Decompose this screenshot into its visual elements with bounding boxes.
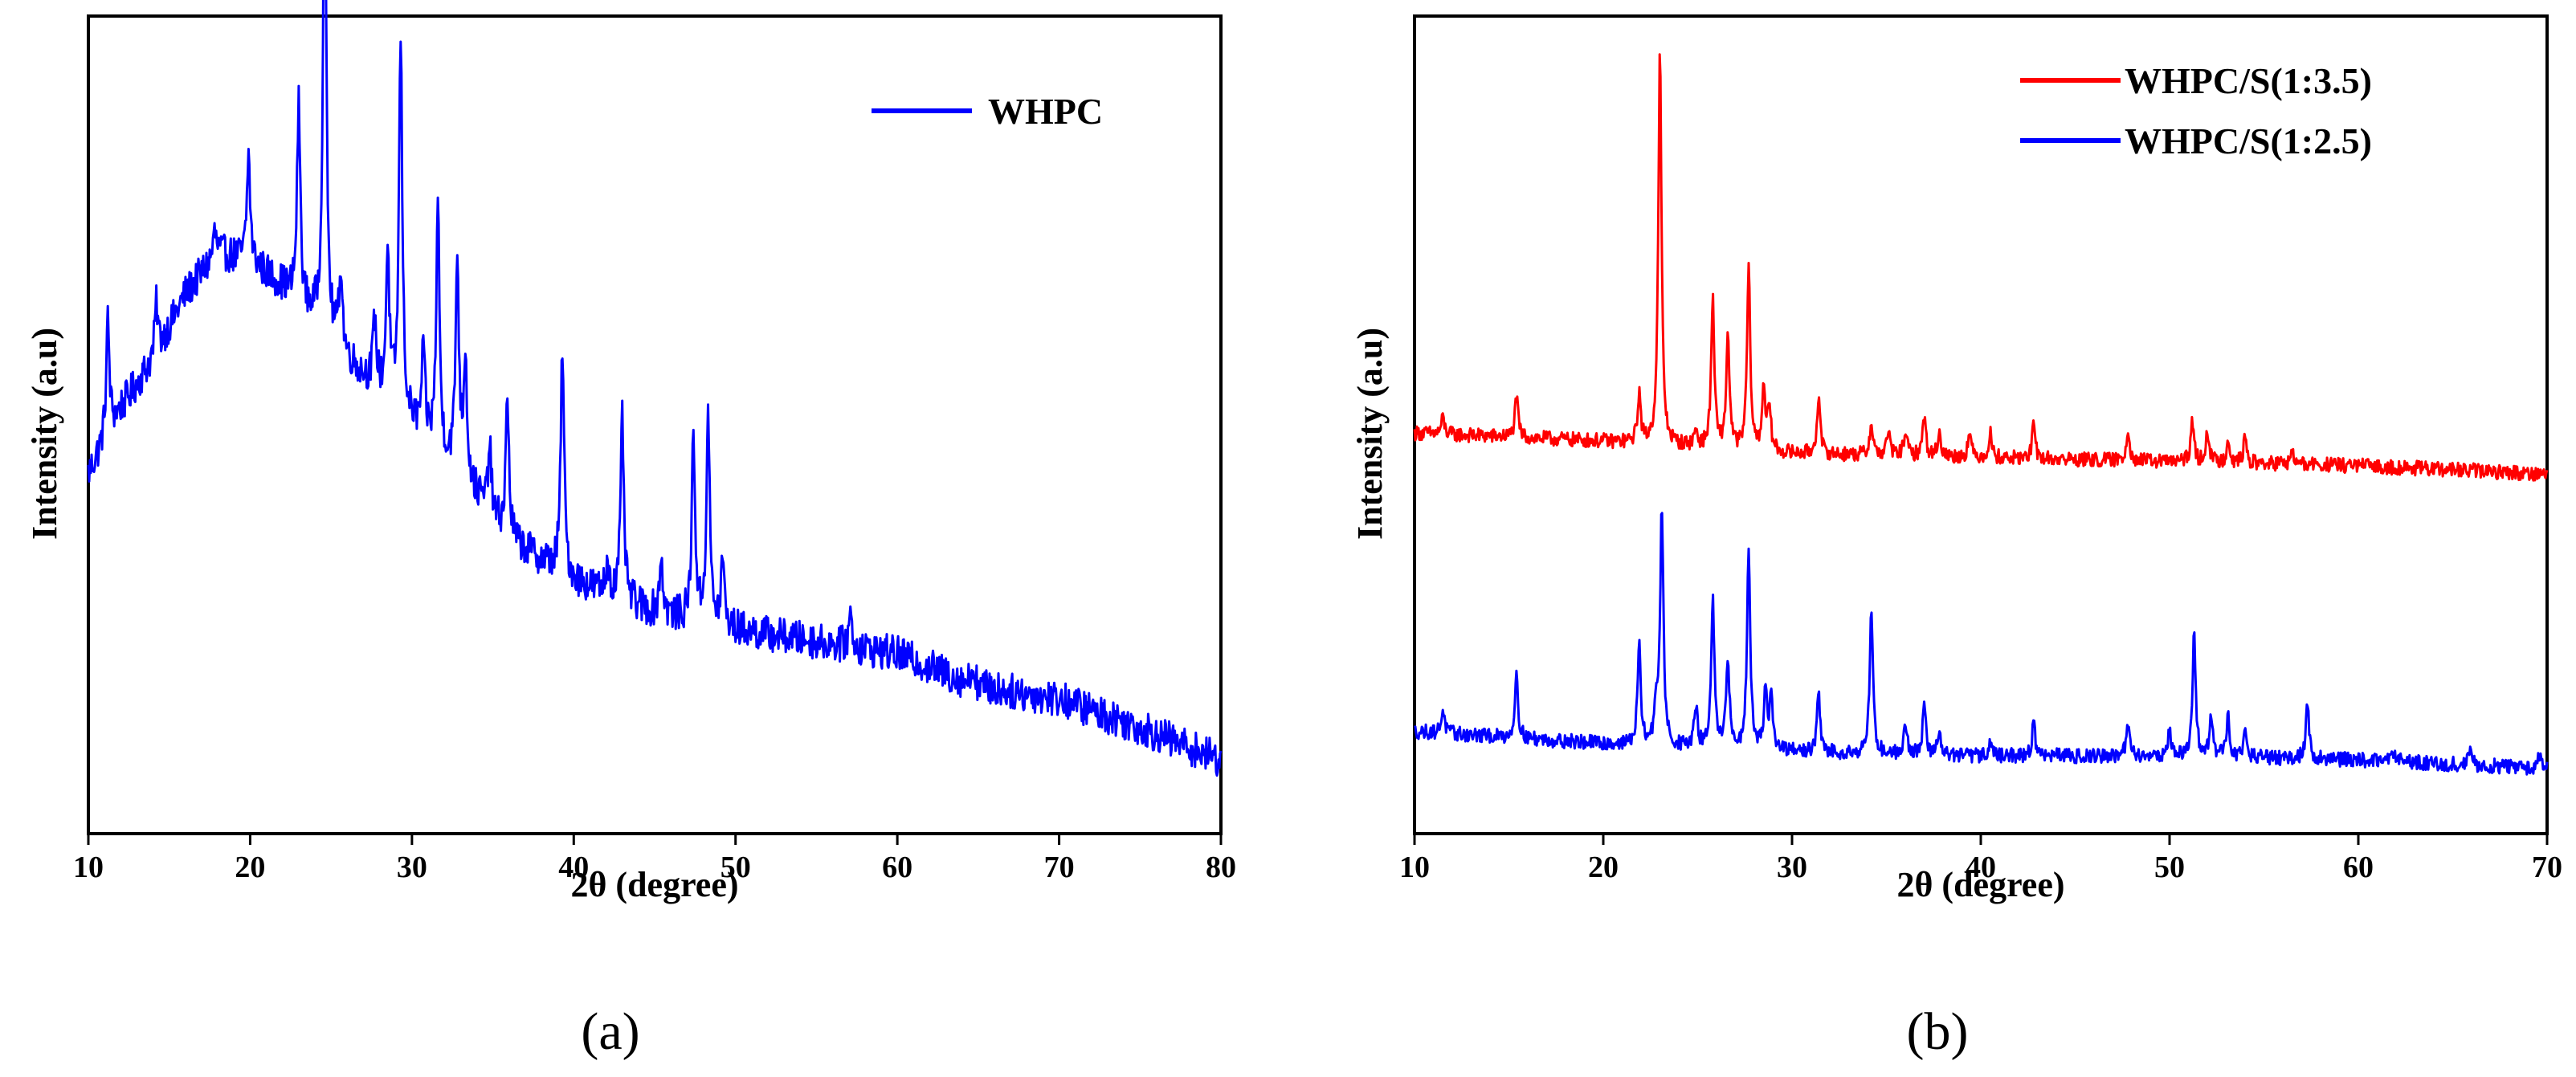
panel-a-y-axis-label: Intensity (a.u) bbox=[25, 328, 64, 540]
panel-a-x-tick-label: 40 bbox=[558, 851, 589, 884]
panel-a-x-tick-label: 80 bbox=[1206, 851, 1236, 884]
panel-a-x-tick-label: 70 bbox=[1044, 851, 1075, 884]
panel-b-x-tick-label: 10 bbox=[1399, 851, 1430, 884]
panel-a-x-axis-label: 2θ (degree) bbox=[570, 865, 738, 904]
panel-b-x-tick-label: 40 bbox=[1966, 851, 1996, 884]
panel-b-caption: (b) bbox=[1907, 1002, 1969, 1061]
panel-b-x-ticks: 10 20 30 40 50 60 70 bbox=[1399, 834, 2562, 884]
panel-b-legend-label-2: WHPC/S(1:2.5) bbox=[2125, 120, 2372, 161]
panel-a-caption: (a) bbox=[581, 1002, 639, 1061]
panel-a-x-tick-label: 30 bbox=[397, 851, 427, 884]
panel-b-x-tick-label: 60 bbox=[2343, 851, 2374, 884]
panel-b-x-axis-label: 2θ (degree) bbox=[1896, 865, 2064, 904]
panel-a-x-tick-label: 10 bbox=[73, 851, 104, 884]
panel-b-y-axis-label: Intensity (a.u) bbox=[1350, 328, 1390, 540]
panel-b-series-line-1 bbox=[1413, 53, 2549, 482]
panel-b-legend-label-1: WHPC/S(1:3.5) bbox=[2125, 60, 2372, 101]
panel-a-x-tick-label: 50 bbox=[721, 851, 751, 884]
panel-b-x-tick-label: 50 bbox=[2154, 851, 2185, 884]
panel-a-series-line-1 bbox=[87, 0, 1223, 777]
panel-a-legend-label: WHPC bbox=[988, 91, 1103, 132]
panel-a-x-tick-label: 60 bbox=[882, 851, 912, 884]
panel-a-series-group bbox=[87, 0, 1223, 777]
panel-a-plot-frame bbox=[87, 14, 1223, 835]
panel-a-chart: 10 20 30 40 50 60 70 80 WHPC 2θ (degree) Intens… bbox=[25, 0, 1236, 1061]
panel-b-chart: 10 20 30 40 50 60 70 WHPC/S(1:3.5) WHPC/S(1:2.… bbox=[1350, 14, 2562, 1061]
panel-b-series-line-2 bbox=[1413, 512, 2549, 776]
panel-b-series-group bbox=[1413, 53, 2549, 776]
panel-b-x-tick-label: 70 bbox=[2532, 851, 2562, 884]
panel-a-x-tick-label: 20 bbox=[235, 851, 265, 884]
panel-b-x-tick-label: 20 bbox=[1588, 851, 1619, 884]
panel-a-x-ticks: 10 20 30 40 50 60 70 80 bbox=[73, 834, 1236, 884]
panel-b-plot-frame bbox=[1413, 14, 2549, 835]
panel-b-x-tick-label: 30 bbox=[1777, 851, 1807, 884]
